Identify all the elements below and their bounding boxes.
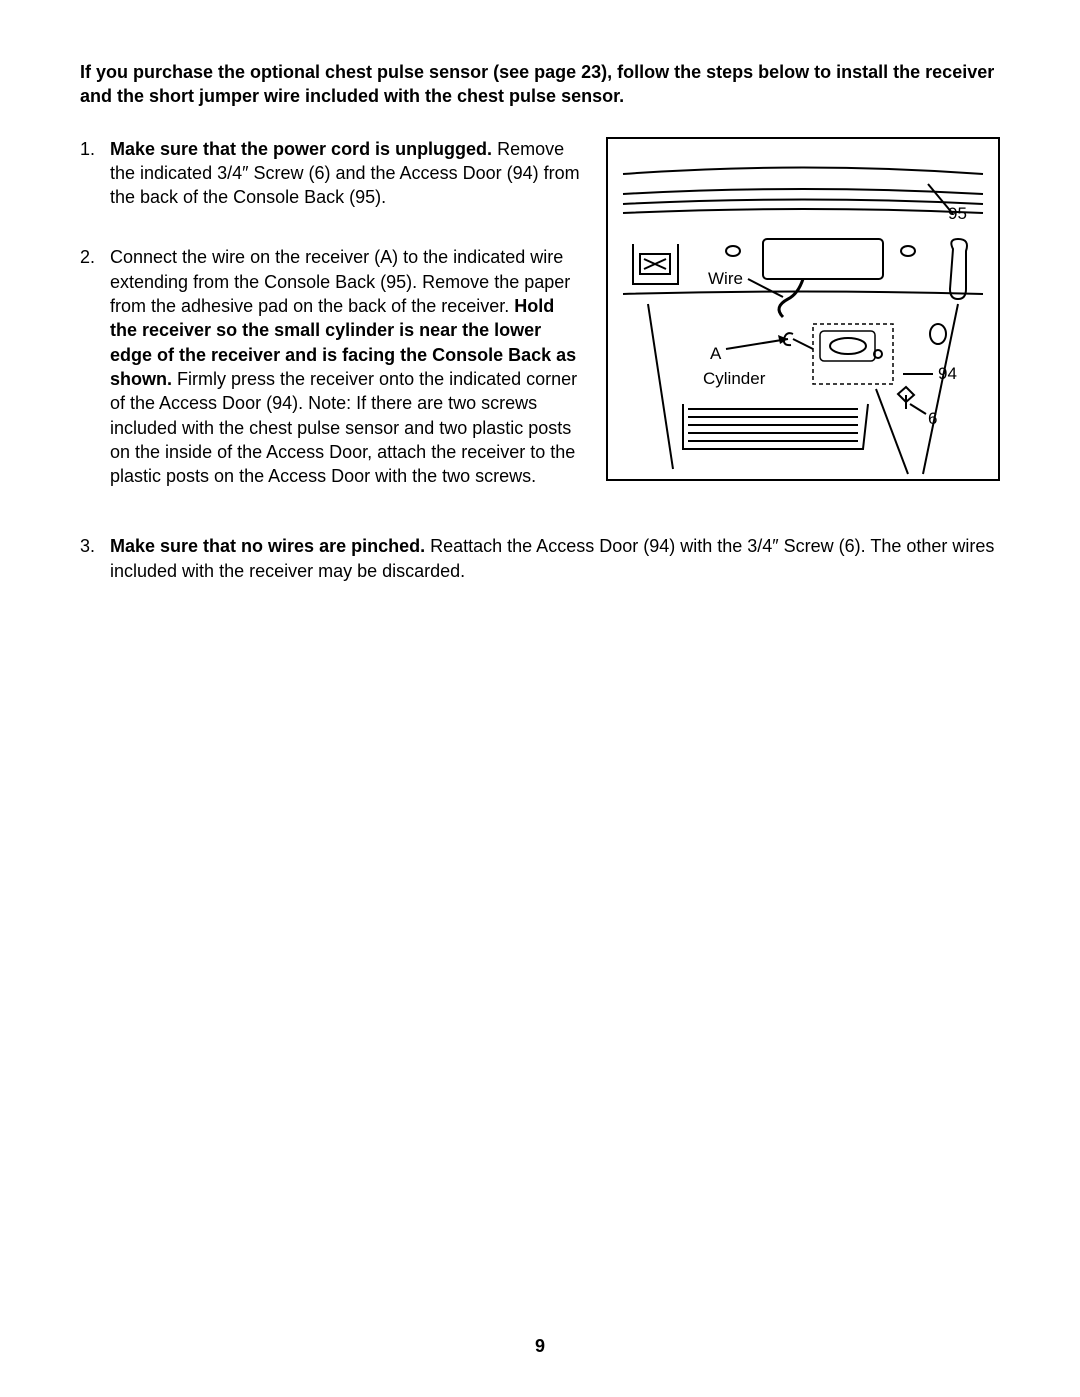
page-number: 9 xyxy=(0,1336,1080,1357)
figure-label-94: 94 xyxy=(938,364,957,383)
step-1-bold: Make sure that the power cord is unplugg… xyxy=(110,139,492,159)
step-3-bold: Make sure that no wires are pinched. xyxy=(110,536,425,556)
steps-list-continued: Make sure that no wires are pinched. Rea… xyxy=(80,534,1000,583)
figure-label-6: 6 xyxy=(928,409,937,428)
steps-list: Make sure that the power cord is unplugg… xyxy=(80,137,586,489)
figure-label-wire: Wire xyxy=(708,269,743,288)
figure-label-95: 95 xyxy=(948,204,967,223)
figure-label-a: A xyxy=(710,344,722,363)
step-2-part-b: Firmly press the receiver onto the indic… xyxy=(110,369,577,486)
step-1: Make sure that the power cord is unplugg… xyxy=(80,137,586,210)
figure-label-cylinder: Cylinder xyxy=(703,369,766,388)
content-row: Make sure that the power cord is unplugg… xyxy=(80,137,1000,525)
text-column: Make sure that the power cord is unplugg… xyxy=(80,137,586,525)
step-2: Connect the wire on the receiver (A) to … xyxy=(80,245,586,488)
figure-illustration: 95 Wire A Cylinder 94 6 xyxy=(606,137,1000,481)
step-2-part-a: Connect the wire on the receiver (A) to … xyxy=(110,247,570,316)
step-3: Make sure that no wires are pinched. Rea… xyxy=(80,534,1000,583)
step-3-row: Make sure that no wires are pinched. Rea… xyxy=(80,534,1000,583)
intro-paragraph: If you purchase the optional chest pulse… xyxy=(80,60,1000,109)
